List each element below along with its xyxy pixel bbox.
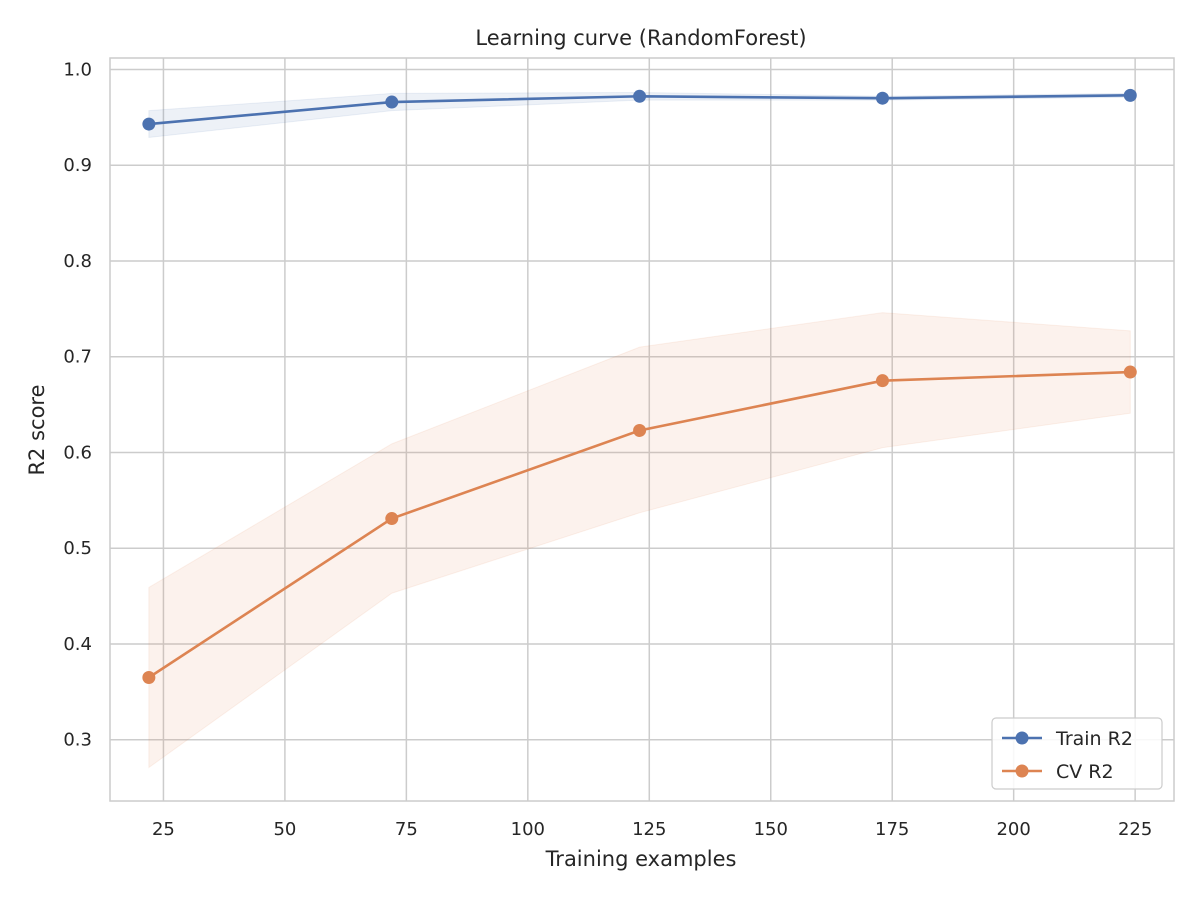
y-tick-label: 0.7 <box>63 347 92 368</box>
y-tick-label: 0.6 <box>63 442 92 463</box>
x-tick-label: 200 <box>996 819 1030 840</box>
y-tick-labels: 0.3 0.4 0.5 0.6 0.7 0.8 0.9 1.0 <box>63 59 92 750</box>
x-tick-label: 100 <box>511 819 545 840</box>
cv-r2-point <box>385 512 399 526</box>
x-tick-label: 150 <box>754 819 788 840</box>
grid-lines <box>110 58 1174 801</box>
y-tick-label: 1.0 <box>63 59 92 80</box>
legend-label-train-r2: Train R2 <box>1055 728 1133 750</box>
y-tick-label: 0.4 <box>63 634 92 655</box>
cv-r2-point <box>875 374 889 388</box>
y-axis-label: R2 score <box>25 384 49 475</box>
legend-marker-cv-r2 <box>1015 764 1029 778</box>
x-tick-label: 25 <box>152 819 175 840</box>
cv-r2-point <box>1123 365 1137 379</box>
train-r2-point <box>142 117 156 131</box>
y-tick-label: 0.8 <box>63 251 92 272</box>
train-r2-point <box>875 91 889 105</box>
legend: Train R2 CV R2 <box>991 717 1163 790</box>
cv-r2-band <box>148 312 1131 769</box>
x-tick-label: 175 <box>875 819 909 840</box>
cv-r2-point <box>142 670 156 684</box>
train-r2-point <box>1123 88 1137 102</box>
y-tick-label: 0.3 <box>63 730 92 751</box>
cv-r2-point <box>633 423 647 437</box>
legend-marker-train-r2 <box>1015 731 1029 745</box>
x-tick-label: 75 <box>395 819 418 840</box>
x-tick-label: 125 <box>632 819 666 840</box>
plot-frame <box>109 57 1175 802</box>
y-tick-label: 0.5 <box>63 538 92 559</box>
x-tick-label: 50 <box>273 819 296 840</box>
y-tick-label: 0.9 <box>63 155 92 176</box>
x-tick-labels: 25 50 75 100 125 150 175 200 225 <box>152 819 1152 840</box>
train-r2-point <box>633 89 647 103</box>
legend-label-cv-r2: CV R2 <box>1056 761 1114 783</box>
x-tick-label: 225 <box>1118 819 1152 840</box>
series-points <box>142 88 1137 684</box>
train-r2-point <box>385 95 399 109</box>
chart-title: Learning curve (RandomForest) <box>475 26 806 50</box>
x-axis-label: Training examples <box>545 847 737 871</box>
